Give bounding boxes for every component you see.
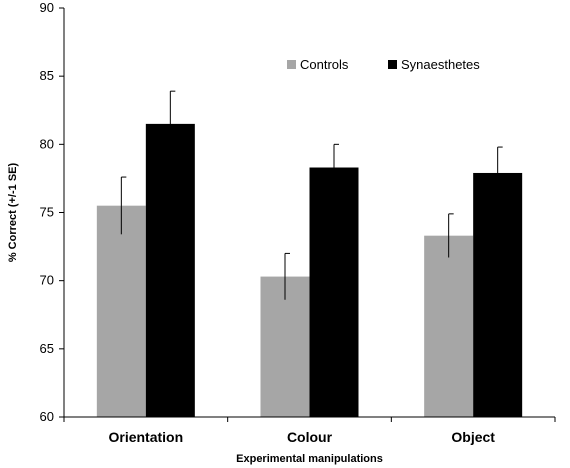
legend-label-synaesthetes: Synaesthetes [401,57,480,72]
y-tick-label: 80 [40,136,54,151]
bar-controls [260,276,310,417]
bar-controls [424,235,474,417]
y-tick-label: 60 [40,409,54,424]
y-tick-label: 65 [40,341,54,356]
bar-synaesthetes [145,123,195,417]
bar-controls [96,205,146,417]
legend-swatch-controls [287,60,296,69]
y-tick-label: 70 [40,273,54,288]
error-bars-group [120,90,503,300]
y-tick-label: 85 [40,68,54,83]
bar-synaesthetes [473,172,523,417]
x-tick-label: Colour [287,429,333,445]
x-tick-label: Object [451,429,495,445]
x-tick-label: Orientation [108,429,183,445]
legend-label-controls: Controls [300,57,349,72]
legend-swatch-synaesthetes [388,60,397,69]
bar-synaesthetes [309,167,359,417]
bars-group [96,123,523,417]
y-axis-ticks: 60 65 70 75 80 85 90 [40,0,64,424]
y-axis-title: % Correct (+/-1 SE) [7,163,19,263]
y-tick-label: 75 [40,205,54,220]
x-axis-title: Experimental manipulations [236,453,383,465]
x-axis-ticks [63,417,556,422]
y-tick-label: 90 [40,0,54,15]
x-axis-category-labels: Orientation Colour Object [108,429,495,445]
legend: Controls Synaesthetes [287,57,480,72]
